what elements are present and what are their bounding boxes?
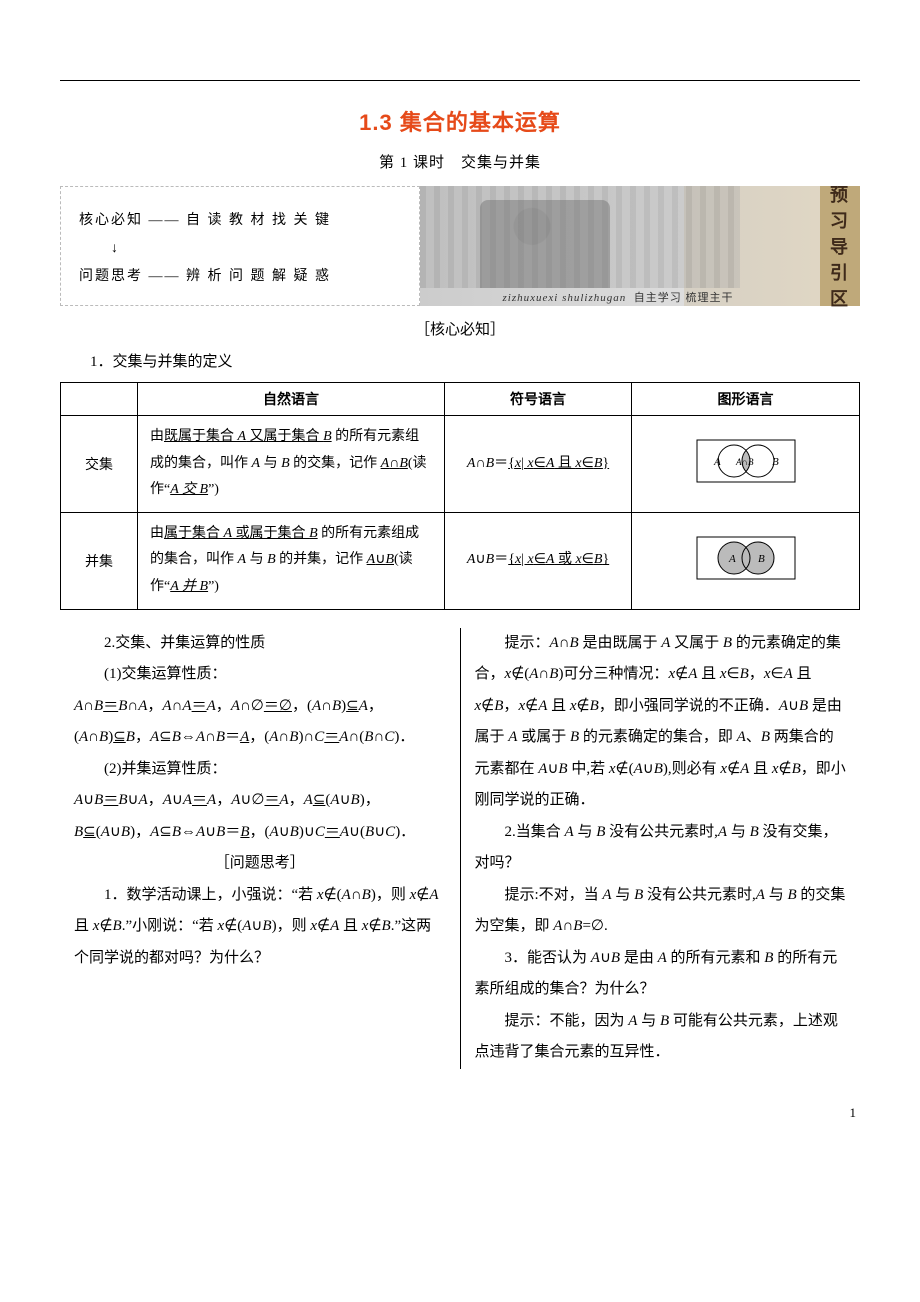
right-p4: 3．能否认为 A∪B 是由 A 的所有元素和 B 的所有元素所组成的集合？为什么… [475,943,847,1006]
two-column-body: 2.交集、并集运算的性质 (1)交集运算性质： A∩B＝B∩A，A∩A＝A，A∩… [60,628,860,1069]
th-natural: 自然语言 [138,383,445,416]
section1-intro: 1．交集与并集的定义 [60,349,860,376]
th-figure: 图形语言 [632,383,860,416]
right-p5: 提示：不能，因为 A 与 B 可能有公共元素，上述观点违背了集合元素的互异性． [475,1006,847,1069]
definitions-table: 自然语言 符号语言 图形语言 交集 由既属于集合 A 又属于集合 B 的所有元素… [60,382,860,610]
banner-left-line1: 核心必知 —— 自 读 教 材 找 关 键 [79,207,401,235]
right-column: 提示：A∩B 是由既属于 A 又属于 B 的元素确定的集合，x∉(A∩B)可分三… [461,628,861,1069]
svg-text:B: B [758,553,765,565]
left-p3: A∩B＝B∩A，A∩A＝A，A∩∅＝∅，(A∩B)⊆A，(A∩B)⊆B，A⊆B⇔… [74,691,446,754]
svg-text:A∩B: A∩B [735,457,754,467]
core-label: ［核心必知］ [60,318,860,339]
left-p6: 1．数学活动课上，小强说：“若 x∉(A∩B)，则 x∉A 且 x∉B.”小刚说… [74,880,446,975]
svg-text:B: B [772,456,779,468]
preview-banner: 核心必知 —— 自 读 教 材 找 关 键 ↓ 问题思考 —— 辨 析 问 题 … [60,186,860,306]
tab-char: 导 [830,233,850,259]
left-p5: A∪B＝B∪A，A∪A＝A，A∪∅＝A，A⊆(A∪B)，B⊆(A∪B)，A⊆B⇔… [74,785,446,848]
row-natural: 由属于集合 A 或属于集合 B 的所有元素组成的集合，叫作 A 与 B 的并集，… [138,512,445,609]
top-rule [60,80,860,81]
right-p2: 2.当集合 A 与 B 没有公共元素时,A 与 B 没有交集，对吗？ [475,817,847,880]
th-blank [61,383,138,416]
row-name: 并集 [61,512,138,609]
venn-intersection-icon: A B A∩B [696,439,796,483]
banner-right-photo: 预 习 导 引 区 zizhuxuexi shulizhugan 自主学习 梳理… [420,186,860,306]
left-column: 2.交集、并集运算的性质 (1)交集运算性质： A∩B＝B∩A，A∩A＝A，A∩… [60,628,461,1069]
left-p1: 2.交集、并集运算的性质 [74,628,446,660]
svg-text:A: A [728,553,736,565]
banner-left-box: 核心必知 —— 自 读 教 材 找 关 键 ↓ 问题思考 —— 辨 析 问 题 … [60,186,420,306]
left-p4: (2)并集运算性质： [74,754,446,786]
row-natural: 由既属于集合 A 又属于集合 B 的所有元素组成的集合，叫作 A 与 B 的交集… [138,416,445,513]
tab-char: 预 [830,181,850,207]
right-p3: 提示:不对，当 A 与 B 没有公共元素时,A 与 B 的交集为空集，即 A∩B… [475,880,847,943]
row-venn: A B [632,512,860,609]
banner-tab: 预 习 导 引 区 [820,186,860,306]
tab-char: 区 [830,285,850,311]
table-head-row: 自然语言 符号语言 图形语言 [61,383,860,416]
left-p2: (1)交集运算性质： [74,659,446,691]
row-symbol: A∪B＝{x| x∈A 或 x∈B} [445,512,632,609]
down-arrow-icon: ↓ [111,235,401,263]
banner-left-line2: 问题思考 —— 辨 析 问 题 解 疑 惑 [79,263,401,291]
page-subtitle: 第 1 课时 交集与并集 [60,151,860,172]
table-row: 并集 由属于集合 A 或属于集合 B 的所有元素组成的集合，叫作 A 与 B 的… [61,512,860,609]
student-photo-placeholder [480,200,610,288]
table-row: 交集 由既属于集合 A 又属于集合 B 的所有元素组成的集合，叫作 A 与 B … [61,416,860,513]
row-name: 交集 [61,416,138,513]
th-symbol: 符号语言 [445,383,632,416]
row-venn: A B A∩B [632,416,860,513]
question-label: ［问题思考］ [74,848,446,880]
caption-pinyin: zizhuxuexi shulizhugan [503,292,627,304]
tab-char: 习 [830,207,850,233]
banner-caption: zizhuxuexi shulizhugan 自主学习 梳理主干 [420,289,816,305]
page-title: 1.3 集合的基本运算 [60,105,860,137]
venn-union-icon: A B [696,536,796,580]
tab-char: 引 [830,259,850,285]
right-p1: 提示：A∩B 是由既属于 A 又属于 B 的元素确定的集合，x∉(A∩B)可分三… [475,628,847,817]
page-number: 1 [60,1105,860,1121]
caption-cn: 自主学习 梳理主干 [634,292,734,304]
svg-text:A: A [713,456,721,468]
row-symbol: A∩B＝{x| x∈A 且 x∈B} [445,416,632,513]
